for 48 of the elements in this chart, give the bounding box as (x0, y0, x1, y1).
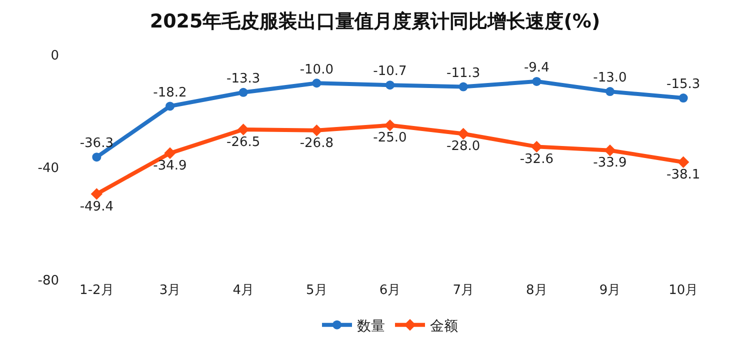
x-tick-label: 6月 (379, 283, 401, 298)
x-tick-label: 1-2月 (80, 283, 114, 298)
y-tick-label: -40 (38, 161, 59, 176)
point (677, 156, 690, 168)
x-tick-label: 7月 (452, 283, 474, 298)
data-label: -13.0 (593, 70, 627, 86)
chart-title: 2025年毛皮服装出口量值月度累计同比增长速度(%) (150, 10, 600, 32)
point (532, 76, 542, 86)
x-tick-label: 5月 (306, 283, 328, 298)
data-label: -18.2 (153, 85, 187, 100)
x-tick-label: 3月 (159, 283, 181, 298)
data-label: -49.4 (80, 199, 114, 214)
data-label: -11.3 (446, 66, 480, 81)
x-tick-label: 4月 (232, 283, 254, 298)
point (92, 152, 102, 162)
point (90, 188, 103, 200)
y-tick-label: -80 (38, 274, 59, 289)
data-label: -32.6 (520, 152, 554, 168)
data-label: -9.4 (524, 60, 550, 76)
point (384, 119, 396, 132)
data-label: -10.0 (300, 62, 334, 78)
point (458, 82, 468, 92)
data-label: -26.5 (226, 134, 260, 150)
point (604, 144, 616, 156)
data-label: -13.3 (226, 72, 260, 87)
data-label: -36.3 (80, 136, 114, 152)
data-label: -33.9 (593, 156, 627, 171)
point (457, 128, 470, 140)
legend-label: 数量 (357, 318, 385, 334)
data-label: -38.1 (666, 168, 700, 183)
legend-label: 金额 (430, 318, 458, 334)
x-tick-label: 8月 (526, 283, 548, 298)
x-tick-label: 9月 (599, 283, 621, 298)
data-label: -15.3 (666, 77, 700, 92)
point (606, 87, 614, 96)
data-label: -28.0 (446, 139, 480, 154)
point (312, 78, 322, 88)
data-label: -10.7 (373, 64, 407, 80)
data-label: -34.9 (153, 158, 187, 174)
point (164, 147, 176, 160)
point (238, 88, 248, 97)
data-label: -25.0 (373, 130, 407, 146)
x-tick-label: 10月 (668, 283, 698, 298)
point (166, 102, 174, 111)
y-tick-label: 0 (50, 48, 59, 64)
point (678, 94, 688, 103)
point (386, 80, 394, 90)
data-label: -26.8 (300, 136, 334, 151)
